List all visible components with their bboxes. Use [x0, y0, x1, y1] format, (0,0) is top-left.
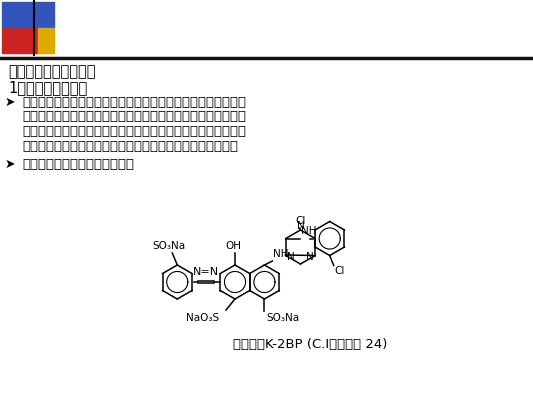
Text: 共平面性，以及增加与纤维形成氢键的基团数等来达到目的。: 共平面性，以及增加与纤维形成氢键的基团数等来达到目的。 — [22, 140, 238, 152]
Bar — [38, 28, 54, 53]
Text: 活性染料的母体结构：: 活性染料的母体结构： — [8, 64, 95, 79]
Text: NH: NH — [301, 226, 316, 236]
Text: 无盐染色要求，常通过增大母体结构及分子量，提高母体结构的: 无盐染色要求，常通过增大母体结构及分子量，提高母体结构的 — [22, 125, 246, 138]
Text: 活性艳红K-2BP (C.I反应性红 24): 活性艳红K-2BP (C.I反应性红 24) — [233, 338, 387, 351]
Text: Cl: Cl — [335, 266, 345, 276]
Text: NH: NH — [273, 249, 289, 259]
Text: 单偶氮结构为主：黄、橙、红色: 单偶氮结构为主：黄、橙、红色 — [22, 158, 134, 171]
Text: SO₃Na: SO₃Na — [266, 313, 300, 323]
Text: 1、偶氮类活性染料: 1、偶氮类活性染料 — [8, 80, 87, 95]
Bar — [2, 28, 38, 53]
Text: 列。近年来为改善这类染料的直接性，提高固色率，满足低盐或: 列。近年来为改善这类染料的直接性，提高固色率，满足低盐或 — [22, 110, 246, 124]
Text: 偶氮活性染料多以单偶氮结构为主，尤其是红、黄、橙等浅色系: 偶氮活性染料多以单偶氮结构为主，尤其是红、黄、橙等浅色系 — [22, 96, 246, 109]
Text: ➤: ➤ — [5, 158, 15, 171]
Text: SO₃Na: SO₃Na — [153, 241, 186, 251]
Text: ➤: ➤ — [5, 96, 15, 109]
Text: OH: OH — [225, 241, 241, 251]
Text: N: N — [306, 252, 314, 262]
Text: N: N — [287, 252, 295, 262]
Bar — [2, 2, 54, 28]
Text: N=N: N=N — [193, 267, 220, 277]
Text: NaO₃S: NaO₃S — [186, 313, 219, 323]
Text: Cl: Cl — [295, 216, 305, 226]
Text: N: N — [296, 221, 304, 231]
